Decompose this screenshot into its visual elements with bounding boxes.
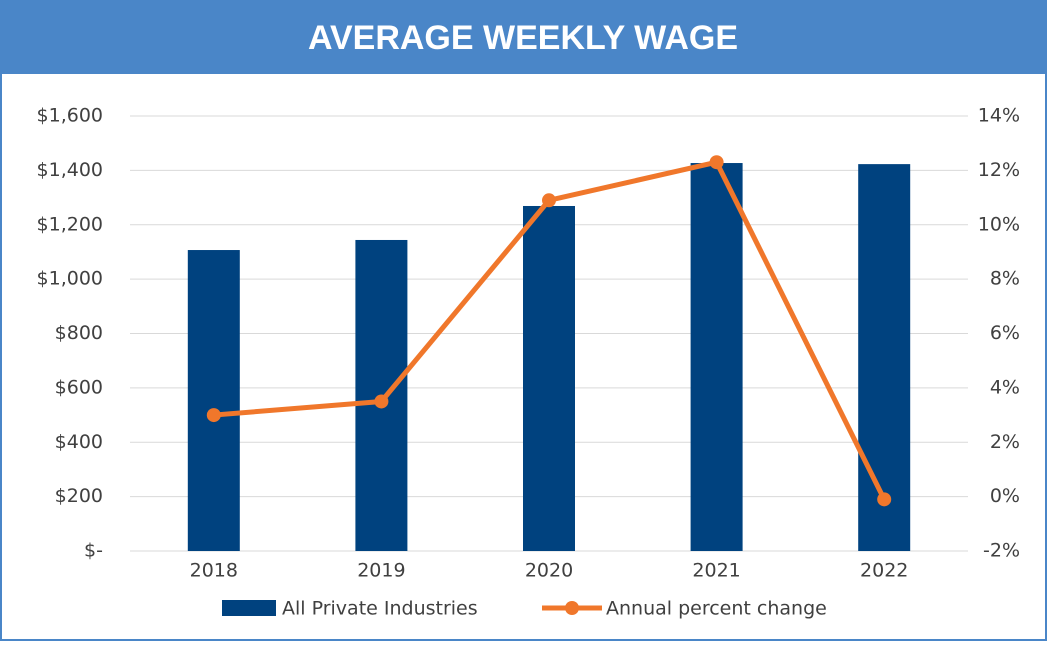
bar xyxy=(690,163,743,552)
x-tick-label: 2018 xyxy=(190,560,238,582)
legend-label: All Private Industries xyxy=(282,598,478,620)
y2-tick-label: 10% xyxy=(978,213,1020,235)
x-tick-label: 2019 xyxy=(357,560,405,582)
legend-swatch-marker xyxy=(565,601,579,615)
y-tick-label: $800 xyxy=(55,322,103,344)
y-tick-label: $600 xyxy=(55,376,103,398)
y2-tick-label: -2% xyxy=(983,540,1020,562)
y-tick-label: $200 xyxy=(55,485,103,507)
line-marker xyxy=(542,193,556,208)
bar xyxy=(858,164,911,551)
y-tick-label: $1,600 xyxy=(37,105,103,127)
legend-swatch xyxy=(222,600,276,616)
bar xyxy=(187,250,240,552)
y2-tick-label: 12% xyxy=(978,159,1020,181)
line-marker xyxy=(206,408,221,423)
y2-tick-label: 4% xyxy=(990,376,1020,398)
y-tick-label: $400 xyxy=(55,431,103,453)
y-tick-label: $- xyxy=(84,540,103,562)
x-tick-label: 2020 xyxy=(525,560,573,582)
y-tick-label: $1,200 xyxy=(37,213,103,235)
chart-title: AVERAGE WEEKLY WAGE xyxy=(308,19,738,57)
x-tick-label: 2021 xyxy=(692,560,740,582)
legend-label: Annual percent change xyxy=(606,598,827,620)
y2-tick-label: 14% xyxy=(978,105,1020,127)
y2-tick-label: 6% xyxy=(990,322,1020,344)
y2-tick-label: 0% xyxy=(990,485,1020,507)
y2-tick-label: 8% xyxy=(990,268,1020,290)
x-tick-label: 2022 xyxy=(860,560,908,582)
line-marker xyxy=(877,492,892,507)
title-banner xyxy=(0,0,1047,74)
y-tick-label: $1,000 xyxy=(37,268,103,290)
line-marker xyxy=(709,155,724,170)
line-marker xyxy=(374,394,389,409)
y-tick-label: $1,400 xyxy=(37,159,103,181)
y2-tick-label: 2% xyxy=(990,431,1020,453)
bar xyxy=(523,205,575,551)
